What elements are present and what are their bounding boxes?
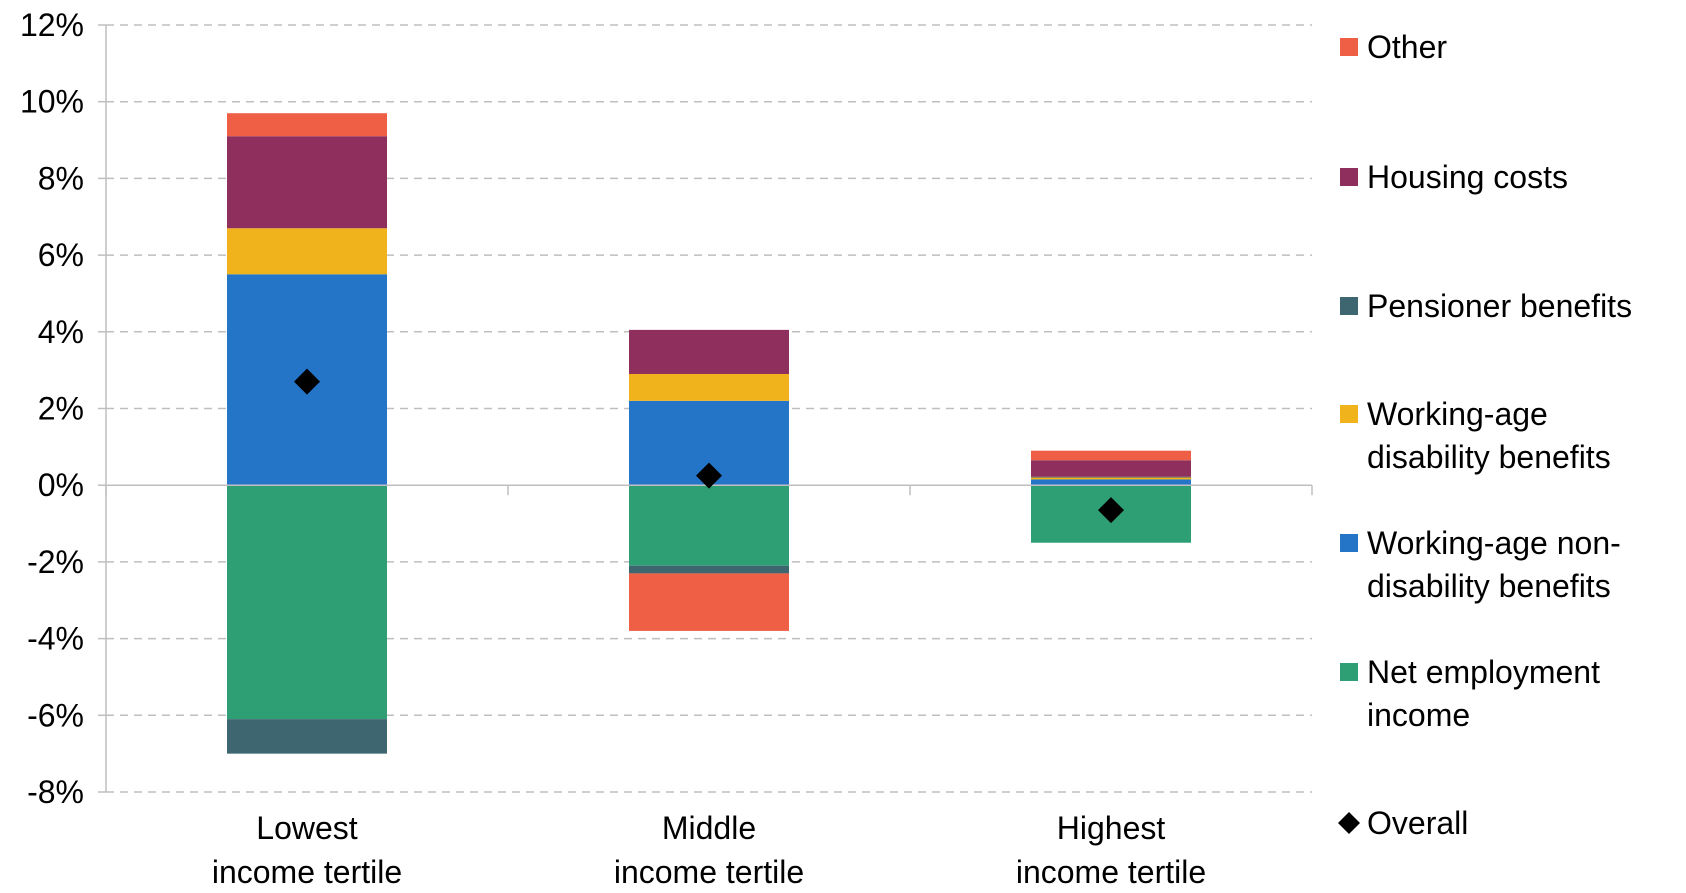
legend-swatch	[1340, 663, 1358, 681]
legend-swatch	[1340, 297, 1358, 315]
y-tick-label: 10%	[20, 84, 84, 120]
legend-label: Pensioner benefits	[1367, 288, 1632, 324]
bar-segment-pensioner-benefits	[629, 565, 789, 574]
y-tick-label: -6%	[27, 697, 84, 733]
y-tick-label: -2%	[27, 544, 84, 580]
legend-label: Net employment income	[1367, 654, 1600, 733]
bar-segment-housing-costs	[227, 136, 387, 229]
bar-segment-working-age-disability-benefits	[227, 228, 387, 275]
bar-segment-pensioner-benefits	[1031, 476, 1191, 478]
bar-segment-pensioner-benefits	[227, 719, 387, 754]
overall-marker	[294, 368, 320, 395]
y-tick-label: 12%	[20, 7, 84, 43]
x-category-label: Highest income tertile	[1016, 810, 1206, 890]
x-category-label: Middle income tertile	[614, 810, 804, 890]
bar-segment-working-age-disability-benefits	[1031, 477, 1191, 480]
bar-segment-working-age-disability-benefits	[629, 373, 789, 401]
x-category-label: Lowest income tertile	[212, 810, 402, 890]
legend-label: Overall	[1367, 805, 1468, 841]
legend-swatch	[1340, 405, 1358, 423]
y-tick-label: -8%	[27, 774, 84, 810]
bar-segment-other	[1031, 450, 1191, 461]
bar-segment-housing-costs	[629, 329, 789, 374]
overall-marker	[1098, 497, 1124, 524]
bar-segment-net-employment-income	[629, 485, 789, 566]
y-tick-label: 6%	[38, 237, 84, 273]
legend: Other Housing costs Pensioner benefits Work…	[1338, 29, 1632, 841]
overall-marker	[696, 462, 722, 489]
legend-label: Working-age non-disability benefits	[1367, 525, 1621, 604]
legend-swatch	[1340, 38, 1358, 56]
y-tick-label: -4%	[27, 621, 84, 657]
bar-segment-net-employment-income	[227, 485, 387, 720]
legend-label: Other	[1367, 29, 1447, 65]
y-tick-label: 8%	[38, 160, 84, 196]
bar-segment-working-age-non-disability-benefits	[1031, 479, 1191, 486]
bar-segment-other	[629, 573, 789, 631]
x-axis: Lowest income tertile Middle income tertile…	[105, 484, 1313, 890]
overall-markers	[294, 368, 1124, 524]
bar-segment-housing-costs	[1031, 460, 1191, 477]
bars	[227, 113, 1191, 754]
legend-label: Working-age disability benefits	[1367, 396, 1611, 475]
legend-label: Housing costs	[1367, 159, 1568, 195]
legend-swatch	[1340, 168, 1358, 186]
y-tick-label: 0%	[38, 467, 84, 503]
legend-swatch	[1340, 534, 1358, 552]
y-axis: 12% 10% 8% 6% 4% 2% 0% -2% -4% -6% -8%	[20, 7, 107, 810]
y-tick-label: 4%	[38, 314, 84, 350]
bar-segment-other	[227, 113, 387, 137]
legend-overall-icon	[1338, 812, 1360, 834]
y-tick-label: 2%	[38, 391, 84, 427]
